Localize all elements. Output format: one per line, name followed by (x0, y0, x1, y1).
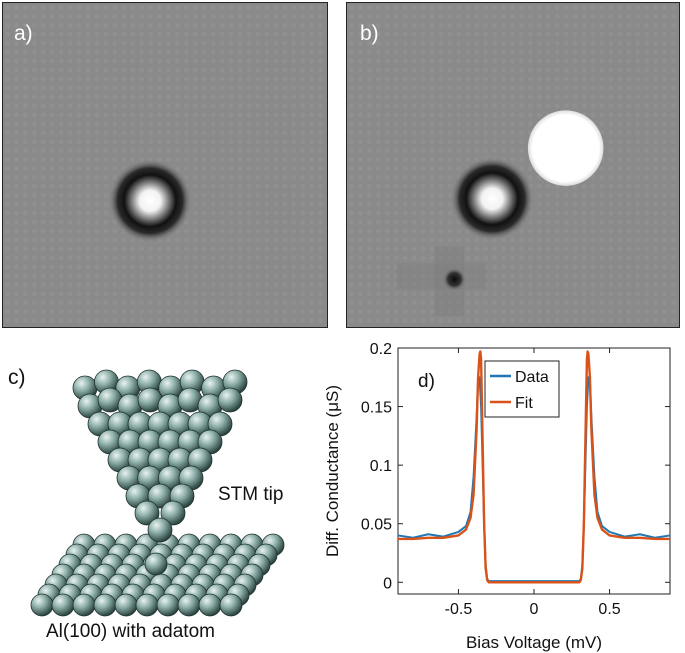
tip-atom (217, 387, 243, 413)
series-line-fit (398, 350, 670, 584)
surface-atom (72, 593, 96, 617)
conductance-chart: 0 0.05 0.1 0.15 0.2 -0.5 0 0.5 Bias Voltage (m… (323, 341, 671, 652)
adatom-b (450, 157, 534, 241)
legend-label-data: Data (515, 369, 549, 386)
tip-atom (160, 500, 186, 526)
panel-label-b: b) (360, 22, 379, 45)
y-tick-label: 0.2 (370, 341, 392, 358)
x-tick-label: 0.5 (598, 601, 620, 618)
panel-label-d: d) (418, 371, 435, 392)
bright-particle-b (527, 110, 604, 186)
surface-atom (135, 593, 159, 617)
tip-atoms (72, 369, 248, 543)
y-tick-label: 0.15 (361, 400, 392, 417)
surface-atom (30, 593, 54, 617)
panel-label-c: c) (8, 366, 26, 389)
surface-atom (177, 593, 201, 617)
tip-atom (134, 500, 160, 526)
surface-atom (93, 593, 117, 617)
series-lines (397, 350, 671, 584)
y-axis-label: Diff. Conductance (μS) (323, 385, 342, 557)
legend-label-fit: Fit (515, 395, 533, 412)
x-tick-label: 0 (530, 601, 539, 618)
stm-tip-label: STM tip (218, 484, 283, 505)
defect-b (442, 267, 467, 292)
adatom-sphere (144, 552, 168, 576)
surface-atom (219, 593, 243, 617)
x-axis-ticks: -0.5 0 0.5 (445, 348, 621, 618)
adatom-a (108, 159, 192, 243)
y-tick-label: 0 (383, 575, 392, 592)
surface-atoms (30, 533, 285, 617)
y-tick-label: 0.05 (361, 517, 392, 534)
surface-atom (114, 593, 138, 617)
y-axis-ticks: 0 0.05 0.1 0.15 0.2 (361, 341, 670, 592)
surface-label: Al(100) with adatom (46, 621, 215, 642)
legend: Data Fit (484, 360, 560, 418)
stm-image-b (346, 2, 680, 328)
surface-atom (198, 593, 222, 617)
stm-image-a (2, 2, 328, 328)
schematic-c: STM tip Al(100) with adatom (30, 369, 285, 642)
surface-atom (156, 593, 180, 617)
y-tick-label: 0.1 (370, 458, 392, 475)
stm-image-a-canvas (3, 3, 327, 327)
legend-box (484, 360, 560, 418)
surface-atom (51, 593, 75, 617)
panel-label-a: a) (14, 22, 33, 45)
stm-image-b-canvas (347, 3, 679, 327)
x-axis-label: Bias Voltage (mV) (466, 633, 602, 652)
tip-atom (147, 517, 173, 543)
x-tick-label: -0.5 (445, 601, 473, 618)
